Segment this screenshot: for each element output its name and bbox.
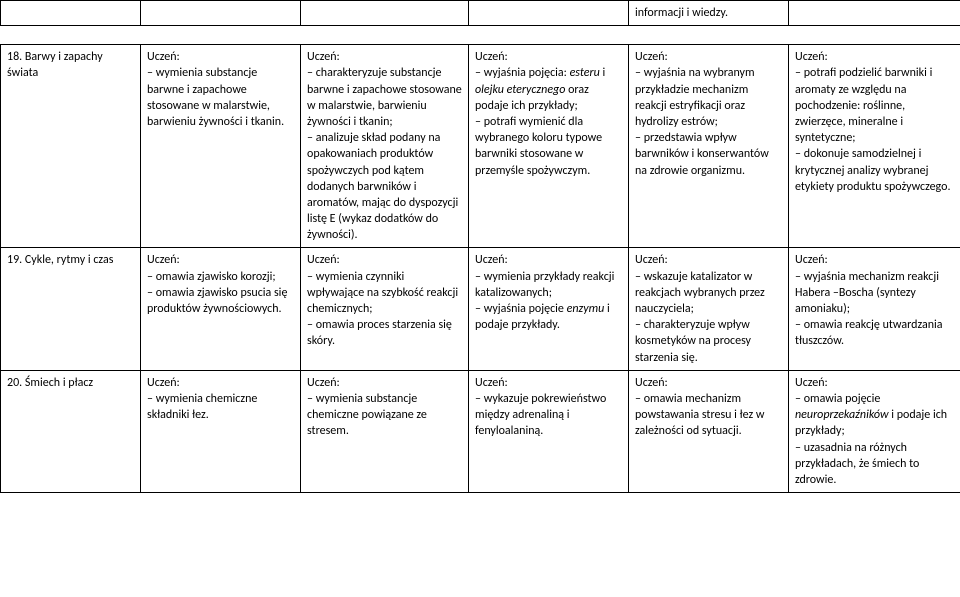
cell-level: Uczeń:– wymienia substancje chemiczne po…	[301, 370, 469, 492]
cell-level: Uczeń:– wyjaśnia na wybranym przykładzie…	[629, 45, 789, 248]
cell-level: Uczeń:– omawia pojęcie neuroprzekaźników…	[789, 370, 960, 492]
cell-level: informacji i wiedzy.	[629, 1, 789, 26]
cell-level: Uczeń:– wymienia czynniki wpływające na …	[301, 248, 469, 370]
cell-level	[789, 1, 960, 26]
cell-topic: 20. Śmiech i płacz	[1, 370, 141, 492]
italic-term: enzymu	[567, 302, 605, 316]
cell-level: Uczeń:– omawia mechanizm powstawania str…	[629, 370, 789, 492]
cell-level: Uczeń:– wymienia chemiczne składniki łez…	[141, 370, 301, 492]
cell-level: Uczeń:– wymienia substancje barwne i zap…	[141, 45, 301, 248]
italic-term: esteru	[570, 66, 600, 80]
italic-term: neuroprzekaźników	[795, 408, 889, 422]
cell-level	[301, 1, 469, 26]
table-row: informacji i wiedzy.	[1, 1, 960, 26]
curriculum-table-body: 18. Barwy i zapachy świata Uczeń:– wymie…	[0, 44, 960, 493]
cell-level: Uczeń:– wyjaśnia mechanizm reakcji Haber…	[789, 248, 960, 370]
cell-text: Uczeń:– omawia pojęcie	[795, 376, 880, 406]
cell-text: Uczeń:– wyjaśnia pojęcia:	[475, 50, 570, 80]
cell-level: Uczeń:– wykazuje pokrewieństwo między ad…	[469, 370, 629, 492]
table-gap	[0, 26, 960, 44]
cell-level: Uczeń:– potrafi podzielić barwniki i aro…	[789, 45, 960, 248]
table-row: 18. Barwy i zapachy świata Uczeń:– wymie…	[1, 45, 960, 248]
cell-level: Uczeń:– charakteryzuje substancje barwne…	[301, 45, 469, 248]
cell-level: Uczeń:– omawia zjawisko korozji;– omawia…	[141, 248, 301, 370]
cell-level	[469, 1, 629, 26]
cell-text: i	[600, 66, 605, 80]
curriculum-table: informacji i wiedzy.	[0, 0, 960, 26]
cell-topic	[1, 1, 141, 26]
cell-level: Uczeń:– wskazuje katalizator w reakcjach…	[629, 248, 789, 370]
cell-level: Uczeń:– wyjaśnia pojęcia: esteru i olejk…	[469, 45, 629, 248]
cell-level: Uczeń:– wymienia przykłady reakcji katal…	[469, 248, 629, 370]
cell-topic: 18. Barwy i zapachy świata	[1, 45, 141, 248]
cell-topic: 19. Cykle, rytmy i czas	[1, 248, 141, 370]
table-row: 19. Cykle, rytmy i czas Uczeń:– omawia z…	[1, 248, 960, 370]
italic-term: olejku eterycznego	[475, 83, 565, 97]
cell-level	[141, 1, 301, 26]
table-row: 20. Śmiech i płacz Uczeń:– wymienia chem…	[1, 370, 960, 492]
